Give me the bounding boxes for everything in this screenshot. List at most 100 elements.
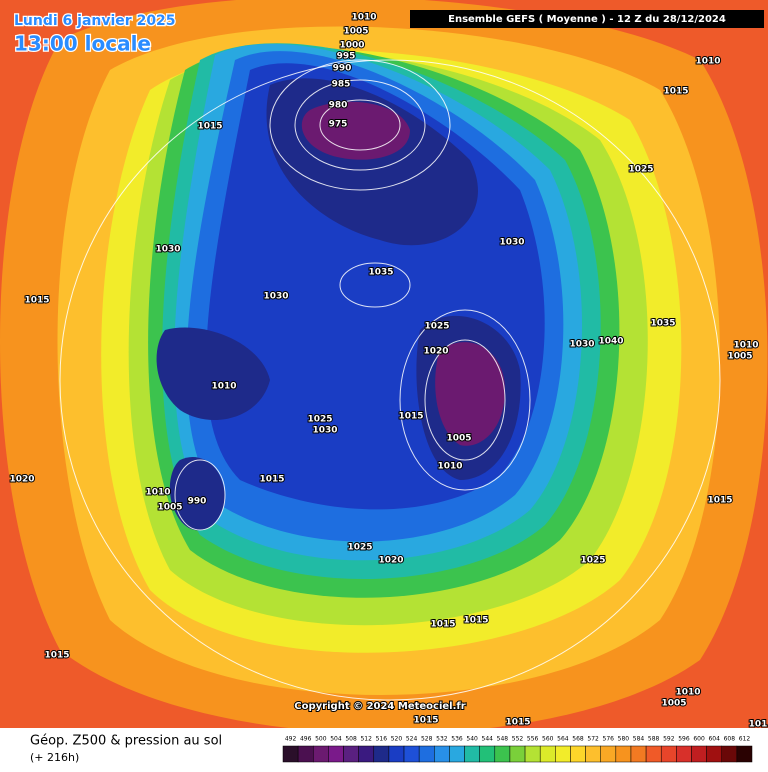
pressure-label: 985 bbox=[332, 80, 351, 90]
scale-cell bbox=[403, 745, 420, 763]
scale-cell bbox=[660, 745, 677, 763]
pressure-label: 1010 bbox=[733, 341, 758, 351]
pressure-label: 1030 bbox=[263, 292, 288, 302]
pressure-label: 1005 bbox=[661, 699, 686, 709]
scale-label: 568 bbox=[572, 736, 584, 743]
scale-cell bbox=[282, 745, 299, 763]
scale-cell bbox=[434, 745, 450, 763]
pressure-label: 1010 bbox=[211, 382, 236, 392]
scale-label: 600 bbox=[693, 736, 705, 743]
pressure-label: 980 bbox=[329, 101, 348, 111]
pressure-label: 1025 bbox=[307, 415, 332, 425]
scale-cell bbox=[630, 745, 647, 763]
scale-label: 536 bbox=[451, 736, 463, 743]
pressure-label: 1010 bbox=[437, 462, 462, 472]
scale-label: 516 bbox=[376, 736, 388, 743]
scale-cell bbox=[373, 745, 390, 763]
scale-label: 580 bbox=[618, 736, 630, 743]
pressure-label: 1010 bbox=[695, 57, 720, 67]
pressure-label: 1010 bbox=[351, 13, 376, 23]
pressure-label: 1015 bbox=[505, 718, 530, 728]
pressure-label: 1015 bbox=[663, 87, 688, 97]
scale-cell bbox=[313, 745, 329, 763]
model-box bbox=[410, 10, 764, 28]
footer-title: Géop. Z500 & pression au sol bbox=[30, 734, 222, 749]
scale-cell bbox=[464, 745, 480, 763]
pressure-label: 1005 bbox=[446, 434, 471, 444]
pressure-label: 1015 bbox=[259, 475, 284, 485]
scale-cell bbox=[494, 745, 511, 763]
scale-label: 596 bbox=[678, 736, 690, 743]
pressure-label: 1015 bbox=[463, 616, 488, 626]
scale-label: 540 bbox=[466, 736, 478, 743]
scale-cell bbox=[479, 745, 496, 763]
pressure-label: 1005 bbox=[343, 27, 368, 37]
scale-label: 504 bbox=[330, 736, 342, 743]
scale-label: 608 bbox=[724, 736, 736, 743]
scale-label: 588 bbox=[648, 736, 660, 743]
pressure-label: 1030 bbox=[499, 238, 524, 248]
isobars bbox=[59, 59, 721, 701]
pressure-label: 1015 bbox=[430, 620, 455, 630]
scale-cell bbox=[645, 745, 662, 763]
pressure-label: 990 bbox=[188, 497, 207, 507]
pressure-label: 1005 bbox=[727, 352, 752, 362]
model-info: Ensemble GEFS ( Moyenne ) - 12 Z du 28/1… bbox=[448, 14, 726, 25]
scale-cell bbox=[418, 745, 435, 763]
pressure-label: 1005 bbox=[157, 503, 182, 513]
pressure-label: 101 bbox=[749, 720, 768, 730]
scale-label: 492 bbox=[285, 736, 297, 743]
pressure-label: 1015 bbox=[24, 296, 49, 306]
pressure-label: 1015 bbox=[707, 496, 732, 506]
pressure-label: 1010 bbox=[675, 688, 700, 698]
scale-label: 552 bbox=[512, 736, 524, 743]
pressure-label: 990 bbox=[333, 64, 352, 74]
pressure-label: 1020 bbox=[378, 556, 403, 566]
pressure-label: 1035 bbox=[368, 268, 393, 278]
pressure-label: 1025 bbox=[580, 556, 605, 566]
scale-label: 604 bbox=[708, 736, 720, 743]
scale-label: 528 bbox=[421, 736, 433, 743]
scale-cell bbox=[570, 745, 586, 763]
scale-cell bbox=[600, 745, 617, 763]
scale-label: 544 bbox=[482, 736, 494, 743]
scale-label: 508 bbox=[345, 736, 357, 743]
scale-cell bbox=[524, 745, 541, 763]
pressure-label: 1015 bbox=[398, 412, 423, 422]
scale-cell bbox=[736, 745, 753, 763]
pressure-label: 1020 bbox=[423, 347, 448, 357]
scale-cell bbox=[449, 745, 465, 763]
scale-label: 592 bbox=[663, 736, 675, 743]
footer-lead: (+ 216h) bbox=[30, 751, 79, 764]
scale-label: 496 bbox=[300, 736, 312, 743]
pressure-label: 1030 bbox=[312, 426, 337, 436]
scale-cell bbox=[358, 745, 375, 763]
geopotential-fields bbox=[0, 0, 768, 734]
scale-label: 560 bbox=[542, 736, 554, 743]
pressure-label: 1035 bbox=[650, 319, 675, 329]
pressure-label: 1015 bbox=[413, 716, 438, 726]
scale-cell bbox=[676, 745, 692, 763]
pressure-label: 1015 bbox=[197, 122, 222, 132]
pressure-label: 1025 bbox=[424, 322, 449, 332]
scale-label: 576 bbox=[603, 736, 615, 743]
pressure-label: 1025 bbox=[628, 165, 653, 175]
scale-label: 556 bbox=[527, 736, 539, 743]
pressure-label: 975 bbox=[329, 120, 348, 130]
scale-cell bbox=[328, 745, 344, 763]
pressure-label: 1020 bbox=[9, 475, 34, 485]
pressure-label: 1015 bbox=[44, 651, 69, 661]
pressure-label: 1030 bbox=[155, 245, 180, 255]
scale-label: 584 bbox=[633, 736, 645, 743]
scale-cell bbox=[706, 745, 722, 763]
scale-cell bbox=[509, 745, 526, 763]
forecast-time: 13:00 locale bbox=[14, 32, 151, 56]
scale-cell bbox=[691, 745, 707, 763]
scale-label: 532 bbox=[436, 736, 448, 743]
scale-label: 564 bbox=[557, 736, 569, 743]
scale-cell bbox=[388, 745, 405, 763]
scale-label: 548 bbox=[497, 736, 509, 743]
scale-label: 500 bbox=[315, 736, 327, 743]
scale-cell bbox=[615, 745, 632, 763]
scale-label: 524 bbox=[406, 736, 418, 743]
